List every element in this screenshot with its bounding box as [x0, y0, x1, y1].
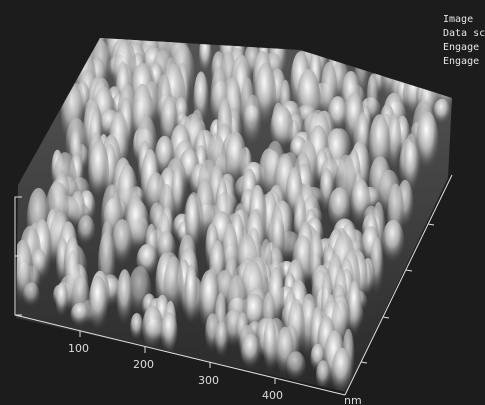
surface-peak [161, 312, 178, 353]
surface-peak [89, 276, 108, 332]
surface-peak [286, 351, 305, 381]
page: 100 200 300 400 nm Image Data sc Engage … [0, 0, 485, 405]
surface-peak [130, 313, 143, 340]
surface-peak [77, 215, 95, 245]
axis-unit: nm [344, 394, 362, 405]
surface-peak [241, 334, 261, 370]
x-tick-label: 300 [198, 374, 219, 387]
surface-peak [142, 306, 163, 350]
overlay-line: Image [443, 14, 473, 25]
x-tick-label: 100 [68, 342, 89, 355]
surface-peak [71, 303, 90, 326]
surface-peak [56, 282, 69, 317]
overlay-line: Data sc [443, 28, 485, 39]
afm-view: 100 200 300 400 nm Image Data sc Engage … [0, 0, 485, 405]
overlay-line: Engage [443, 56, 479, 67]
surface-peak [117, 269, 133, 326]
x-tick-label: 200 [133, 358, 154, 371]
surface-peak [382, 220, 404, 264]
surface-peak [433, 99, 450, 125]
x-tick-label: 400 [262, 389, 283, 402]
surface-peak [243, 95, 262, 149]
overlay-line: Engage [443, 42, 479, 53]
surface-peak [23, 282, 40, 307]
surface-peak [185, 265, 198, 325]
surface-peak [316, 360, 330, 390]
surface-peak [215, 322, 229, 358]
surface-peak [263, 318, 276, 373]
